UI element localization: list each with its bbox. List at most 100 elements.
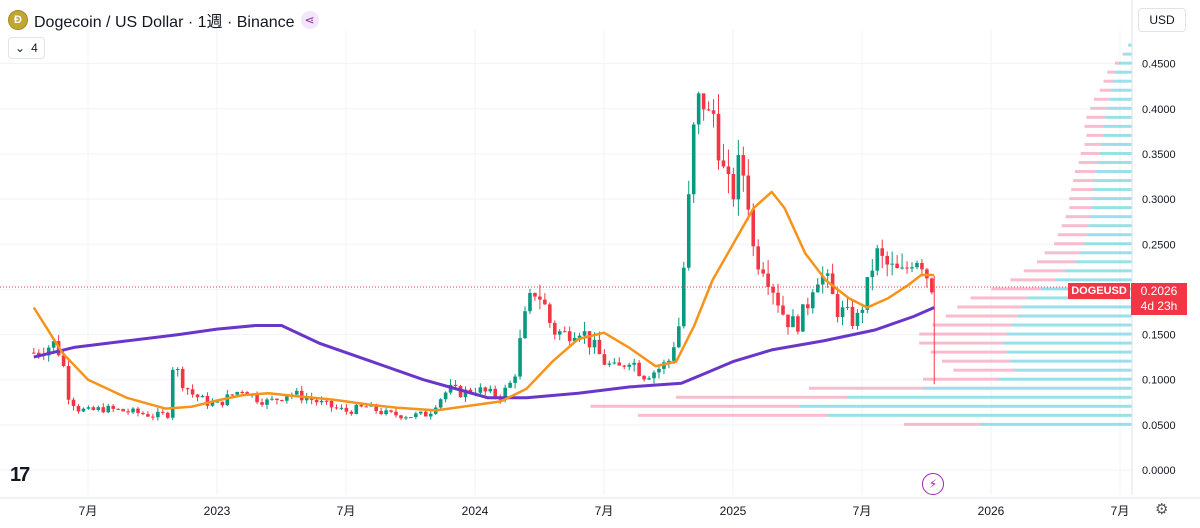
vp-bar-up	[1095, 170, 1132, 174]
vp-bar-up	[1109, 97, 1132, 101]
x-tick-label: 7月	[79, 504, 98, 518]
x-tick-label: 7月	[853, 504, 872, 518]
candle-up	[478, 387, 483, 393]
candle-down	[617, 362, 622, 366]
candle-up	[319, 400, 324, 403]
candle-down	[255, 393, 259, 403]
vp-bar-up	[1018, 314, 1132, 318]
vp-bar-down	[932, 323, 1013, 327]
candle-down	[116, 408, 120, 410]
flash-icon[interactable]: ⚡	[922, 473, 944, 495]
candle-down	[602, 354, 607, 365]
candle-up	[503, 387, 507, 400]
candle-up	[652, 372, 656, 379]
candle-down	[126, 411, 130, 413]
vp-bar-up	[1128, 43, 1132, 47]
share-icon[interactable]: ⋖	[300, 11, 319, 29]
candle-down	[538, 296, 542, 300]
vp-bar-down	[957, 305, 1022, 309]
candle-up	[518, 338, 522, 377]
candle-down	[880, 248, 885, 256]
candle-down	[567, 331, 572, 342]
candle-up	[81, 408, 86, 412]
vp-bar-up	[1086, 233, 1132, 237]
vp-bar-down	[953, 368, 1015, 372]
candle-up	[419, 411, 423, 414]
candle-down	[850, 306, 855, 326]
chart-legend: Ð Dogecoin / US Dollar · 1週 · Binance ⋖	[8, 8, 319, 32]
candle-up	[647, 378, 651, 380]
candle-up	[210, 402, 215, 406]
tradingview-logo-icon[interactable]: 17	[10, 464, 30, 486]
candle-down	[394, 411, 398, 416]
vp-bar-down	[904, 422, 980, 426]
y-tick-label: 0.3000	[1142, 194, 1176, 206]
candle-down	[260, 402, 264, 405]
vp-bar-down	[1073, 179, 1094, 183]
x-tick-label: 2025	[720, 504, 747, 518]
candle-up	[508, 382, 512, 388]
candle-down	[141, 412, 145, 415]
vp-bar-up	[1010, 359, 1132, 363]
candle-down	[930, 278, 934, 293]
candle-down	[781, 305, 785, 315]
candle-up	[265, 399, 269, 405]
vp-bar-down	[1122, 52, 1125, 56]
vp-bar-down	[1071, 188, 1094, 192]
candle-down	[726, 166, 731, 175]
candle-up	[170, 369, 175, 418]
candle-up	[845, 306, 850, 308]
candle-down	[562, 331, 567, 333]
vp-bar-down	[1054, 242, 1085, 246]
vp-bar-up	[1092, 206, 1132, 210]
gear-icon[interactable]: ⚙	[1155, 501, 1169, 518]
indicators-toggle[interactable]: ⌄ 4	[8, 37, 45, 59]
y-tick-label: 0.1500	[1142, 330, 1176, 342]
vp-bar-up	[828, 413, 1132, 417]
candle-down	[190, 389, 195, 395]
vp-bar-up	[1012, 323, 1132, 327]
vp-bar-down	[1094, 97, 1110, 101]
vp-bar-down	[1057, 233, 1087, 237]
x-tick-label: 2026	[978, 504, 1005, 518]
candle-down	[240, 391, 245, 393]
vp-bar-down	[923, 377, 999, 381]
y-tick-label: 0.0500	[1142, 420, 1176, 432]
candle-down	[195, 394, 200, 398]
candle-up	[46, 347, 51, 356]
vp-bar-up	[1094, 179, 1132, 183]
vp-bar-up	[1002, 341, 1132, 345]
candle-down	[61, 355, 66, 366]
vp-bar-down	[1114, 61, 1119, 65]
candle-down	[905, 267, 909, 269]
candle-up	[409, 417, 413, 419]
candle-up	[106, 405, 111, 413]
candle-down	[548, 304, 552, 323]
candle-down	[741, 155, 746, 176]
vp-bar-up	[1021, 305, 1132, 309]
candle-up	[51, 341, 56, 348]
candle-up	[463, 389, 468, 398]
vp-bar-up	[1097, 160, 1132, 164]
candle-up	[414, 413, 418, 418]
candle-down	[349, 411, 354, 414]
candle-down	[637, 362, 641, 376]
vp-bar-down	[1065, 215, 1091, 219]
vp-bar-down	[1075, 170, 1096, 174]
candle-up	[384, 410, 388, 415]
candle-down	[786, 314, 790, 328]
vp-bar-up	[1105, 115, 1132, 119]
vp-bar-up	[799, 404, 1132, 408]
candle-down	[66, 365, 71, 400]
candle-up	[855, 312, 860, 326]
candle-up	[438, 399, 443, 408]
vp-bar-down	[945, 314, 1018, 318]
symbol-title[interactable]: Dogecoin / US Dollar · 1週 · Binance	[34, 14, 295, 31]
candle-down	[920, 262, 924, 270]
currency-selector[interactable]: USD	[1138, 8, 1186, 32]
vp-bar-up	[1094, 188, 1132, 192]
candle-up	[825, 273, 830, 276]
candle-down	[423, 411, 428, 417]
candle-up	[870, 270, 875, 278]
